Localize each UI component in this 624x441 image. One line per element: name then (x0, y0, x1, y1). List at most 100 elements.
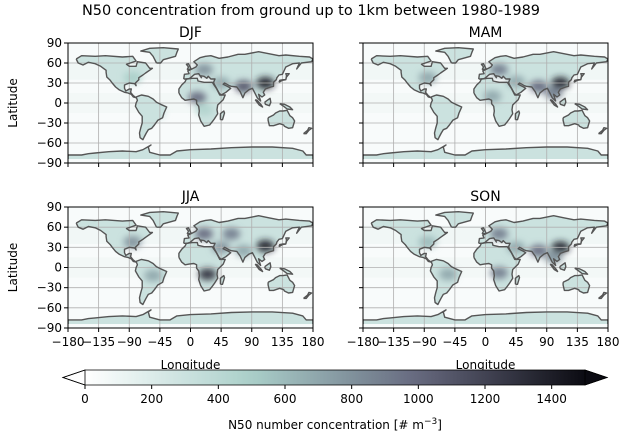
hotspot (256, 239, 275, 252)
x-tick-label: 0 (482, 335, 490, 349)
x-tick-label: 135 (271, 335, 294, 349)
coastline (140, 210, 180, 228)
coastline (573, 72, 585, 83)
land-polygon (135, 259, 167, 305)
coastline (134, 258, 168, 306)
coastline (473, 241, 521, 292)
coastline (598, 126, 608, 135)
panel-plot-area (68, 207, 313, 328)
hotspot (529, 80, 548, 93)
y-tick-label: −90 (37, 321, 62, 335)
coastline (140, 47, 180, 64)
coastline (514, 110, 521, 121)
coastline (549, 99, 559, 108)
coastline (574, 267, 589, 275)
coastline (478, 214, 608, 267)
y-tick-label: 0 (54, 96, 62, 110)
y-tick-label: −60 (37, 301, 62, 315)
coastline (370, 55, 449, 99)
coastline (68, 309, 313, 324)
colorbar-extend-low (61, 369, 86, 386)
x-tick-label: 0 (187, 335, 195, 349)
colorbar-tick-label: 1400 (536, 392, 567, 406)
coastlines (68, 210, 313, 324)
coastline (267, 274, 296, 294)
coastline (363, 309, 608, 324)
colorbar-tick-label: 1200 (470, 392, 501, 406)
hotspot (439, 103, 458, 116)
y-tick-label: 30 (47, 76, 62, 90)
y-axis-label: Latitude (6, 243, 20, 292)
coastline (598, 291, 608, 300)
hotspot (529, 244, 548, 257)
coastline (219, 110, 226, 121)
gridlines (363, 43, 608, 163)
colorbar-gradient (85, 370, 585, 385)
land-polygon (478, 215, 608, 266)
x-tick-label: −135 (377, 335, 410, 349)
x-tick-label: 90 (244, 335, 259, 349)
gridlines (68, 43, 313, 163)
coastline (279, 103, 294, 111)
land-polygon (76, 219, 153, 263)
x-axis-label: Longitude (161, 358, 221, 372)
panel-son: SON −180−135 −90 −45 0 45 90 135 180 Longitude (347, 189, 620, 372)
y-tick-label: 90 (47, 36, 62, 50)
coastline (279, 267, 294, 275)
coastline (573, 237, 585, 248)
colorbar-outline (61, 369, 609, 386)
panel-title: SON (470, 189, 500, 205)
coastline (68, 144, 313, 159)
hotspot (188, 91, 207, 104)
land-polygon (268, 110, 295, 129)
land-polygon (183, 215, 313, 266)
hotspot (195, 227, 214, 240)
land-polygon (371, 219, 448, 263)
panel-plot-area (363, 207, 608, 328)
colorbar-tick-label: 600 (274, 392, 297, 406)
panel-mam: MAM (359, 25, 609, 167)
coastline (514, 274, 521, 285)
coastline (370, 219, 449, 263)
hotspot (234, 244, 253, 257)
coastline (429, 258, 463, 306)
coastline (473, 77, 521, 128)
coastline (559, 262, 567, 271)
x-tick-label: 90 (539, 335, 554, 349)
x-tick-label: 180 (302, 335, 325, 349)
hotspot (490, 63, 509, 76)
colorbar-tick-label: 200 (140, 392, 163, 406)
panel-title: JJA (181, 189, 200, 205)
coastline (363, 144, 608, 159)
colorbar-label: N50 number concentration [# m−3] (228, 417, 442, 432)
x-tick-label: −90 (412, 335, 437, 349)
coastline (480, 227, 487, 235)
coastline (134, 94, 168, 141)
panel-title: MAM (469, 25, 503, 41)
colorbar-tick-label: 400 (207, 392, 230, 406)
coastline (183, 214, 313, 267)
coastline (559, 97, 567, 107)
y-tick-label: −90 (37, 156, 62, 170)
panel-djf: DJF −90 −60 −30 0 30 60 90 Latitude (6, 25, 314, 170)
land-polygon (371, 55, 448, 98)
land-polygon (268, 274, 295, 293)
hotspot (195, 63, 214, 76)
x-tick-label: 135 (566, 335, 589, 349)
coastline (480, 63, 487, 71)
gridlines (68, 207, 313, 328)
coastlines (363, 210, 608, 324)
x-axis-label: Longitude (456, 358, 516, 372)
y-tick-label: −60 (37, 136, 62, 150)
coastline (435, 210, 474, 228)
x-tick-label: −135 (82, 335, 115, 349)
colorbar-tick-label: 1000 (403, 392, 434, 406)
panel-plot-area (68, 43, 313, 163)
hotspot (144, 269, 163, 282)
hotspot (234, 80, 253, 93)
hotspot (490, 227, 509, 240)
hotspot (222, 227, 241, 240)
x-tick-label: −90 (117, 335, 142, 349)
y-tick-label: 90 (47, 200, 62, 214)
